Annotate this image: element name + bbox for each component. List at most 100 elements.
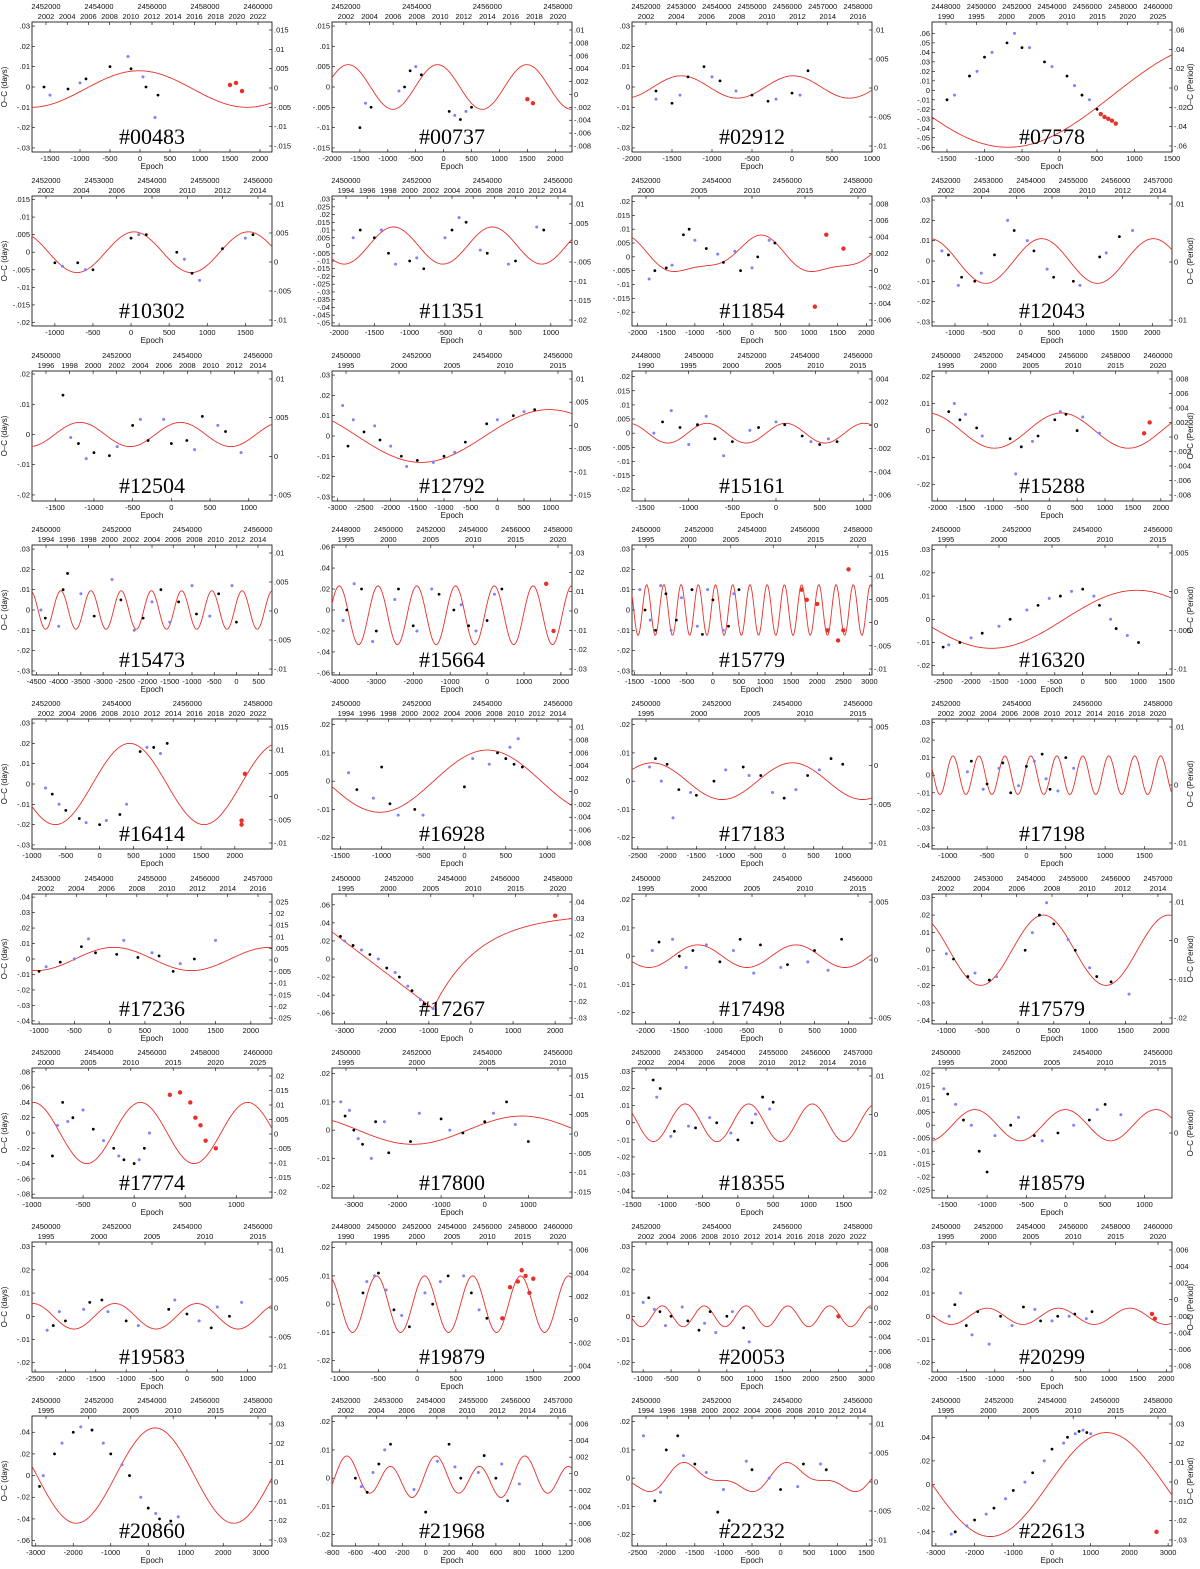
blue-data-point: [84, 821, 88, 825]
top-year-label: 2020: [228, 709, 245, 718]
top-year-label: 2005: [1044, 1058, 1061, 1067]
black-data-point: [761, 1095, 764, 1099]
y2-tick-label: .005: [274, 943, 289, 952]
blue-data-point: [1030, 439, 1034, 443]
top-year-label: 2008: [101, 709, 118, 718]
x-tick-label: -500: [58, 851, 73, 860]
x-tick-label: -1500: [989, 677, 1008, 686]
panel-id-label: #20860: [119, 1518, 185, 1543]
y-tick-label: -.03: [17, 143, 30, 152]
top-jd-label: 2458000: [243, 1396, 272, 1405]
blue-data-point: [980, 434, 984, 438]
x-tick-label: -800: [325, 1548, 340, 1557]
top-year-label: 2010: [197, 1232, 214, 1241]
top-jd-label: 2456000: [190, 873, 219, 882]
x-tick-label: 2000: [547, 1025, 564, 1034]
top-jd-label: 2454000: [773, 1396, 802, 1405]
y2-tick-label: -.01: [274, 839, 287, 848]
fit-curve: [632, 1103, 872, 1142]
y2-tick-label: .03: [1174, 1420, 1184, 1429]
top-year-label: 2008: [786, 1406, 803, 1415]
blue-data-point: [412, 1488, 416, 1492]
y2-tick-label: .006: [574, 748, 589, 757]
y-tick-label: -.02: [617, 646, 630, 655]
chart-svg: -1000 -500 0 500 1000 1500Epoch-.04-.03-.02-.…: [917, 699, 1195, 868]
blue-data-point: [687, 442, 691, 446]
blue-data-point: [671, 937, 675, 941]
blue-data-point: [703, 1321, 707, 1325]
y-tick-label: .01: [20, 585, 30, 594]
blue-data-point: [1028, 46, 1032, 50]
y-tick-label: .04: [320, 563, 330, 572]
black-data-point: [750, 93, 754, 97]
x-tick-label: 500: [1099, 1200, 1112, 1209]
chart-panel: -2000 -1500 -1000 -500 0 500 1000 1500 2000 Epoch…: [900, 349, 1200, 523]
x-tick-label: -1000: [22, 851, 41, 860]
top-jd-label: 2457000: [243, 873, 272, 882]
top-jd-label: 2456000: [490, 873, 519, 882]
red-data-point: [552, 912, 558, 918]
blue-data-point: [767, 239, 771, 243]
blue-data-point: [1023, 1481, 1027, 1485]
y-tick-label: -.02: [317, 833, 330, 842]
black-data-point: [1071, 280, 1075, 284]
top-jd-label: 2450000: [367, 1222, 396, 1231]
top-jd-label: 2458000: [843, 176, 872, 185]
x-axis-title: Epoch: [741, 336, 764, 345]
top-jd-label: 2452000: [31, 176, 60, 185]
chart-panel: -3000 -2000 -1000 0 1000 2000 Epoch -.06 -.04 -.0…: [300, 872, 600, 1046]
y2-tick-label: .005: [874, 723, 889, 732]
x-tick-label: 1500: [1117, 1025, 1134, 1034]
top-jd-label: 2460000: [243, 1048, 272, 1057]
black-data-point: [1056, 1314, 1060, 1318]
top-jd-label: 2454000: [137, 176, 166, 185]
top-year-label: 2008: [101, 12, 118, 21]
top-year-label: 2014: [165, 709, 182, 718]
top-jd-label: 2452000: [402, 1222, 431, 1231]
black-data-point: [377, 1463, 381, 1466]
y2-tick-label: .005: [274, 64, 289, 73]
x-tick-label: 1000: [172, 1025, 189, 1034]
plot-area: [632, 937, 872, 975]
y2-tick-label: -.015: [574, 296, 591, 305]
fit-curve: [332, 585, 572, 645]
top-jd-label: 2452000: [102, 525, 131, 534]
black-data-point: [146, 438, 150, 442]
top-year-label: 1994: [38, 535, 55, 544]
top-year-label: 1998: [61, 361, 78, 370]
y2-tick-label: -.01: [874, 1149, 887, 1158]
x-tick-label: 1000: [757, 677, 774, 686]
plot-area: [32, 1090, 272, 1165]
black-data-point: [1032, 1133, 1036, 1137]
black-data-point: [345, 608, 349, 612]
y2-tick-label: -.008: [574, 839, 591, 848]
blue-data-point: [57, 624, 61, 628]
top-jd-label: 2452000: [631, 2, 660, 11]
black-data-point: [1098, 255, 1102, 259]
black-data-point: [771, 1100, 775, 1104]
y2-tick-label: -.004: [1174, 1328, 1191, 1337]
x-tick-label: 0: [711, 677, 715, 686]
plot-area: [32, 231, 272, 283]
panel-id-label: #20053: [719, 1344, 785, 1369]
x-tick-label: 1000: [1097, 503, 1114, 512]
y2-tick-label: -.02: [574, 645, 587, 654]
y2-tick-label: .008: [1174, 374, 1189, 383]
black-data-point: [494, 1477, 498, 1480]
x-tick-label: -1000: [45, 328, 64, 337]
top-year-label: 1995: [38, 1406, 55, 1415]
top-year-label: 2012: [455, 12, 472, 21]
y-tick-label: .015: [315, 218, 330, 227]
top-jd-label: 2456000: [1073, 699, 1102, 708]
y2-tick-label: .005: [1174, 548, 1189, 557]
y-tick-label: -.03: [917, 318, 930, 327]
black-data-point: [136, 955, 140, 959]
plot-area: [632, 1296, 872, 1344]
x-tick-label: 0: [138, 154, 142, 163]
black-data-point: [399, 454, 403, 458]
x-tick-label: -1000: [984, 503, 1003, 512]
top-year-label: 2006: [385, 12, 402, 21]
blue-data-point: [1088, 965, 1092, 969]
y2-tick-label: .03: [274, 1420, 284, 1429]
y2-tick-label: .004: [574, 761, 589, 770]
